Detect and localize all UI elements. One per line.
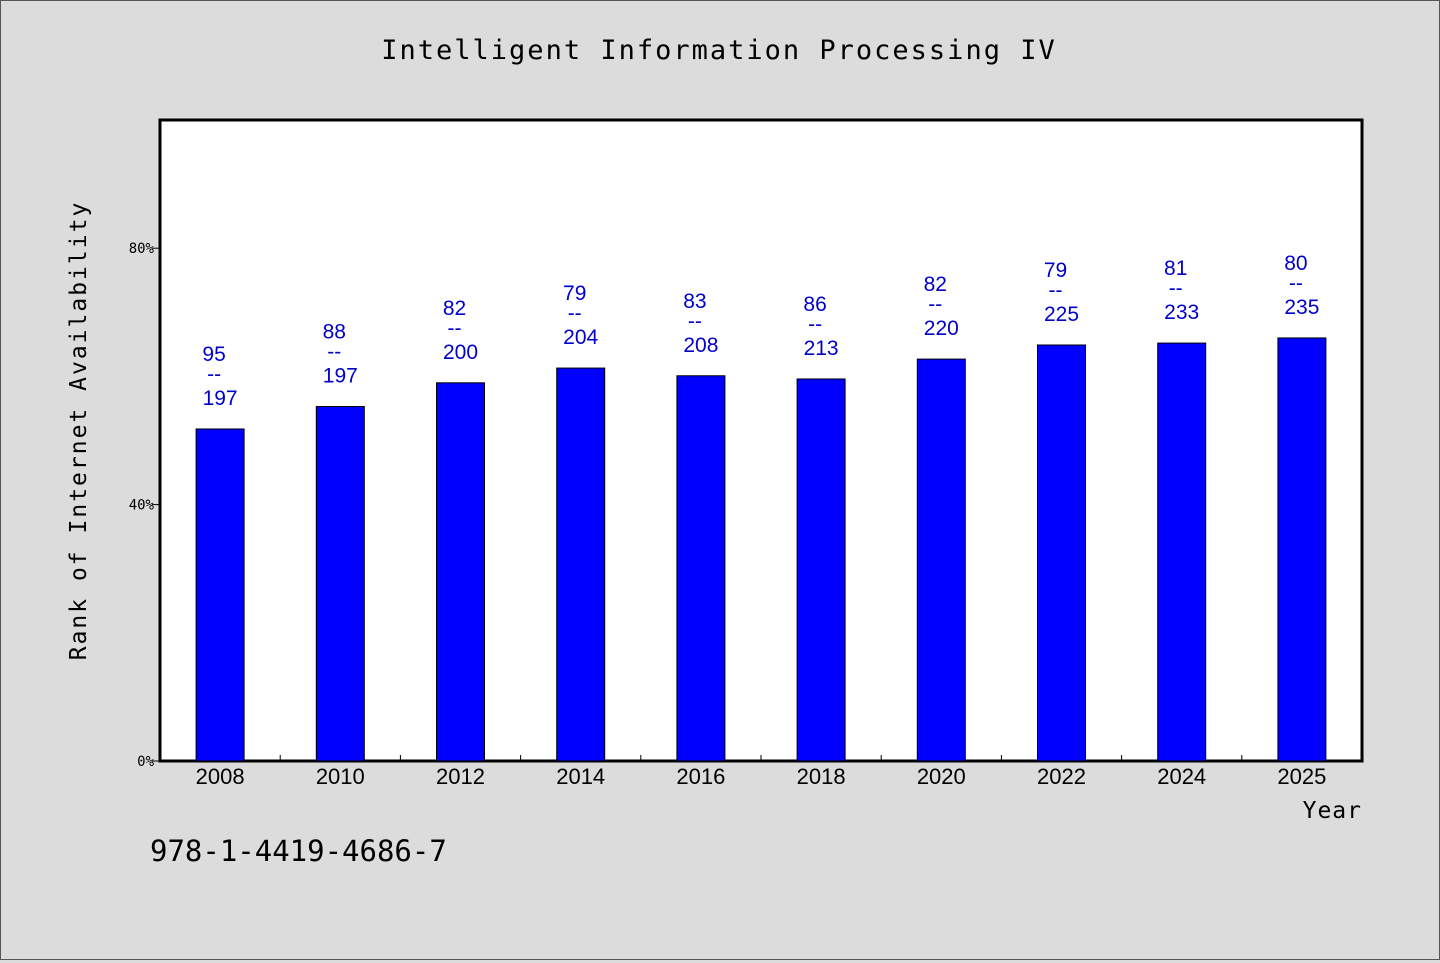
bar — [676, 375, 726, 762]
x-tick-label: 2014 — [556, 764, 605, 789]
bar-label-top: 82 — [443, 297, 466, 320]
bar — [916, 358, 966, 762]
bar-label-top: 82 — [924, 273, 947, 296]
bar-label-top: 79 — [563, 282, 586, 305]
bar-label-bottom: 220 — [924, 317, 959, 340]
y-tick-label: 80% — [129, 241, 155, 257]
y-tick-label: 40% — [129, 498, 155, 514]
bar-label-sep: -- — [688, 310, 702, 333]
bar-label-sep: -- — [1289, 272, 1303, 295]
bar-label-bottom: 213 — [804, 337, 839, 360]
bar-label-bottom: 197 — [203, 387, 238, 410]
x-tick-label: 2025 — [1277, 764, 1326, 789]
bar-label-sep: -- — [928, 293, 942, 316]
bar-label-sep: -- — [808, 313, 822, 336]
bar-label-sep: -- — [1169, 277, 1183, 300]
bar-label-top: 80 — [1284, 252, 1307, 275]
bar — [436, 382, 485, 762]
bar — [195, 428, 245, 762]
bar — [796, 378, 846, 762]
bar-label-bottom: 200 — [443, 341, 478, 364]
bar-label-top: 83 — [683, 290, 706, 313]
x-tick-label: 2020 — [917, 764, 966, 789]
bar-label-sep: -- — [448, 317, 462, 340]
bar — [1037, 344, 1086, 762]
x-tick-label: 2012 — [436, 764, 485, 789]
bar — [1277, 337, 1327, 762]
bar-label-bottom: 235 — [1284, 296, 1319, 319]
bar-label-bottom: 204 — [563, 326, 598, 349]
bar-label-top: 88 — [323, 321, 346, 344]
x-tick-label: 2008 — [196, 764, 245, 789]
bar-label-top: 95 — [202, 343, 225, 366]
bar-label-top: 81 — [1164, 257, 1187, 280]
x-axis-label: Year — [1303, 798, 1362, 824]
isbn-label: 978-1-4419-4686-7 — [150, 834, 447, 868]
bar-label-bottom: 208 — [683, 334, 718, 357]
bar-label-sep: -- — [327, 341, 341, 364]
y-tick-label: 0% — [137, 754, 154, 770]
x-tick-label: 2010 — [316, 764, 365, 789]
bar-label-sep: -- — [1049, 279, 1063, 302]
y-axis-label: Rank of Internet Availability — [66, 201, 92, 661]
x-tick-label: 2018 — [797, 764, 846, 789]
bar — [315, 406, 365, 762]
bar-label-top: 79 — [1044, 259, 1067, 282]
bar-label-bottom: 225 — [1044, 303, 1079, 326]
bar-label-top: 86 — [803, 293, 826, 316]
bar-label-bottom: 233 — [1164, 301, 1199, 324]
bar — [556, 367, 606, 762]
x-tick-label: 2016 — [676, 764, 725, 789]
x-tick-label: 2022 — [1037, 764, 1086, 789]
bar-label-sep: -- — [207, 363, 221, 386]
bar — [1157, 342, 1207, 762]
x-tick-label: 2024 — [1157, 764, 1206, 789]
bar-label-bottom: 197 — [323, 365, 358, 388]
chart-title: Intelligent Information Processing IV — [381, 35, 1057, 66]
bar-label-sep: -- — [568, 302, 582, 325]
